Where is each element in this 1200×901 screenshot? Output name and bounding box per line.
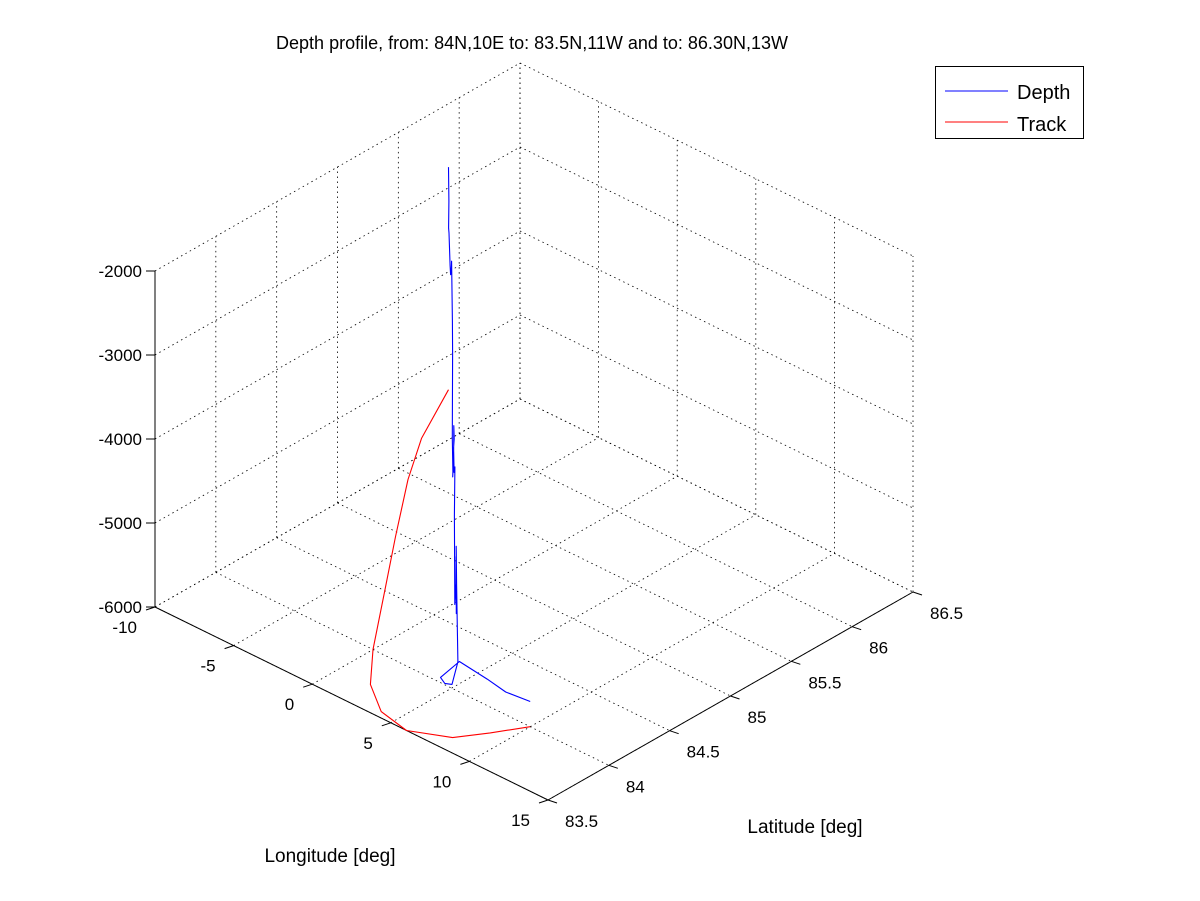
y-tick-1 (608, 764, 618, 769)
y-tick-2 (669, 730, 679, 735)
x-axis-line (154, 606, 549, 801)
x-tick-4 (460, 760, 470, 765)
x-tick-label-5: 15 (511, 811, 530, 830)
grid-floor-lon-3 (390, 514, 756, 724)
legend: Depth Track (935, 66, 1084, 139)
z-tick-label-2: -4000 (99, 430, 142, 449)
y-tick-5 (852, 626, 862, 631)
grid-wallA-z-4 (154, 398, 521, 608)
series-line-track (369, 389, 531, 739)
x-tick-label-3: 5 (363, 734, 372, 753)
y-tick-label-0: 83.5 (565, 812, 598, 831)
y-tick-label-3: 85 (748, 708, 767, 727)
legend-label-depth: Depth (1017, 82, 1070, 104)
legend-box (935, 66, 1084, 139)
z-tick-label-4: -6000 (99, 598, 142, 617)
grid-wallA-z-1 (154, 146, 521, 356)
x-tick-label-0: -10 (112, 618, 137, 637)
y-tick-label-4: 85.5 (808, 673, 841, 692)
x-tick-label-2: 0 (285, 695, 294, 714)
y-tick-3 (730, 695, 740, 700)
y-tick-label-5: 86 (869, 639, 888, 658)
y-tick-4 (791, 660, 801, 665)
y-tick-label-6: 86.5 (930, 604, 963, 623)
grid-floor-lon-1 (233, 437, 599, 646)
series-line-depth (439, 167, 531, 703)
x-axis-title: Longitude [deg] (264, 846, 395, 867)
x-tick-label-1: -5 (200, 657, 215, 676)
grid-wallA-z-3 (154, 314, 521, 524)
x-tick-3 (381, 722, 391, 727)
series-layer (369, 167, 531, 739)
y-tick-label-2: 84.5 (687, 743, 720, 762)
y-tick-6 (912, 591, 923, 596)
x-tick-label-4: 10 (432, 772, 451, 791)
grid-wallA-z-2 (154, 230, 521, 440)
y-tick-label-1: 84 (626, 777, 645, 796)
ticks-layer: -10 -5 0 5 10 15 83.5 84 84.5 85 85.5 86 86.5 -2000 -3… (99, 262, 964, 831)
y-tick-0 (547, 799, 558, 804)
x-tick-2 (303, 683, 313, 688)
y-axis-title: Latitude [deg] (747, 817, 862, 838)
x-tick-1 (224, 645, 234, 650)
z-tick-label-1: -3000 (99, 346, 142, 365)
chart-title: Depth profile, from: 84N,10E to: 83.5N,1… (276, 33, 788, 53)
z-tick-label-3: -5000 (99, 514, 142, 533)
z-tick-label-0: -2000 (99, 262, 142, 281)
x-tick-5 (538, 799, 549, 804)
grid-wallA-z-0 (154, 62, 521, 272)
legend-label-track: Track (1017, 114, 1067, 136)
